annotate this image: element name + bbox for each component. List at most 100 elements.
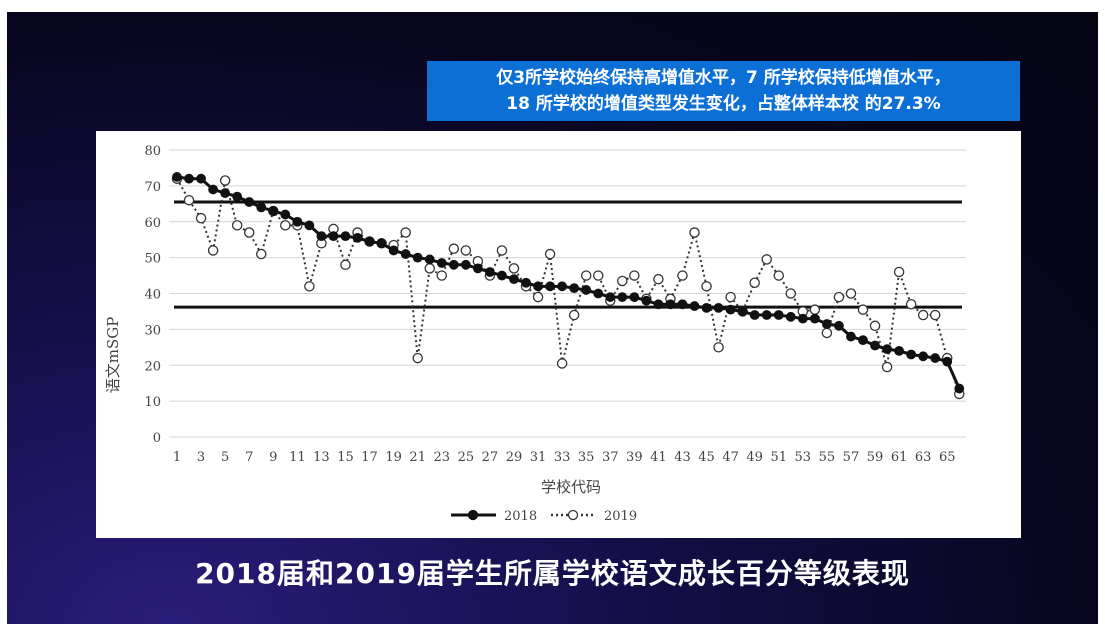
point-2019	[556, 358, 568, 369]
x-tick-label: 31	[530, 450, 547, 465]
point-2018	[653, 299, 664, 310]
summary-banner: 仅3所学校始终保持高增值水平，7 所学校保持低增值水平， 18 所学校的增值类型…	[427, 61, 1020, 121]
point-2018	[569, 283, 580, 294]
x-tick-label: 49	[746, 450, 763, 465]
point-2018	[376, 238, 387, 249]
point-2019	[749, 277, 760, 288]
point-2019	[833, 291, 845, 303]
point-2019	[701, 281, 712, 292]
x-tick-label: 11	[289, 450, 306, 465]
point-2019	[653, 273, 664, 285]
point-2018	[773, 310, 784, 320]
point-2018	[232, 191, 243, 202]
legend-marker-2019	[567, 509, 579, 521]
page-title: 2018届和2019届学生所属学校语文成长百分等级表现	[195, 557, 910, 590]
point-2018	[689, 301, 700, 311]
x-tick-label: 3	[197, 450, 205, 465]
point-2018	[821, 319, 832, 329]
point-2019	[677, 270, 688, 281]
x-tick-label: 61	[891, 450, 908, 465]
x-tick-label: 41	[650, 450, 667, 465]
y-tick-label: 10	[144, 395, 161, 410]
point-2018	[749, 310, 760, 320]
point-2018	[256, 202, 267, 213]
y-axis-label: 语文mSGP	[104, 317, 122, 394]
point-2018	[701, 302, 712, 313]
point-2018	[184, 173, 194, 184]
legend: 2018 2019	[451, 509, 637, 524]
legend-marker-2018	[467, 509, 479, 521]
point-2018	[894, 346, 904, 356]
point-2018	[882, 344, 892, 355]
x-tick-label: 17	[361, 450, 378, 465]
point-2019	[580, 270, 592, 281]
x-tick-label: 37	[602, 450, 619, 465]
point-2019	[713, 342, 724, 353]
point-2019	[544, 248, 556, 260]
point-2019	[243, 227, 255, 238]
banner-line-2: 18 所学校的增值类型发生变化，占整体样本校 的27.3%	[506, 94, 941, 114]
point-2018	[737, 306, 748, 317]
point-2019	[893, 266, 905, 278]
point-2018	[521, 277, 531, 288]
chart-panel: 0 10 20 30 40 50 60 70 80 1 3 5 7 9 11 13 15 17 19 21 23 25 2…	[96, 131, 1021, 538]
legend-label-2018: 2018	[504, 509, 537, 524]
point-2018	[472, 263, 483, 274]
series-line-2018	[176, 175, 961, 390]
point-2018	[629, 292, 640, 302]
point-2018	[593, 288, 604, 299]
x-tick-label: 15	[337, 450, 354, 465]
point-2019	[809, 304, 821, 315]
point-2019	[568, 309, 580, 321]
point-2019	[400, 227, 411, 238]
x-tick-label: 13	[313, 450, 330, 465]
x-tick-label: 39	[626, 450, 643, 465]
point-2018	[846, 331, 856, 342]
point-2019	[424, 263, 435, 274]
y-tick-label: 60	[144, 216, 161, 231]
point-2019	[508, 263, 520, 274]
point-2018	[785, 311, 796, 322]
point-2019	[617, 275, 628, 287]
point-2018	[220, 188, 231, 198]
series-line-2019	[176, 178, 961, 395]
point-2019	[917, 309, 929, 321]
point-2019	[255, 248, 267, 260]
y-tick-label: 20	[144, 359, 161, 374]
point-2018	[424, 254, 435, 265]
point-2019	[592, 270, 604, 281]
y-tick-label: 30	[144, 323, 161, 338]
point-2018	[485, 267, 495, 277]
x-tick-label: 43	[674, 450, 691, 465]
point-2018	[292, 216, 303, 227]
x-axis-label: 学校代码	[541, 478, 601, 496]
y-tick-label: 50	[144, 252, 161, 267]
point-2018	[557, 281, 568, 292]
point-2018	[581, 285, 592, 295]
point-2018	[942, 356, 953, 367]
point-2019	[231, 220, 243, 231]
x-tick-label: 1	[173, 450, 181, 465]
point-2018	[460, 259, 471, 270]
point-2018	[448, 259, 459, 270]
x-tick-label: 59	[867, 450, 884, 465]
x-tick-label: 23	[433, 450, 450, 465]
y-tick-label: 80	[144, 144, 161, 159]
point-2018	[870, 340, 880, 351]
point-2018	[858, 335, 868, 346]
point-2019	[881, 361, 893, 373]
point-2019	[183, 194, 195, 206]
point-2019	[929, 309, 941, 321]
point-2018	[761, 310, 772, 320]
legend-label-2019: 2019	[604, 509, 637, 524]
point-2019	[821, 327, 833, 339]
point-2018	[280, 209, 291, 220]
point-2018	[617, 292, 628, 302]
x-tick-label: 27	[482, 450, 499, 465]
point-2018	[665, 299, 676, 310]
point-2018	[918, 351, 929, 362]
x-tick-label: 51	[770, 450, 787, 465]
x-tick-label: 9	[269, 450, 277, 465]
x-tick-label: 47	[722, 450, 739, 465]
